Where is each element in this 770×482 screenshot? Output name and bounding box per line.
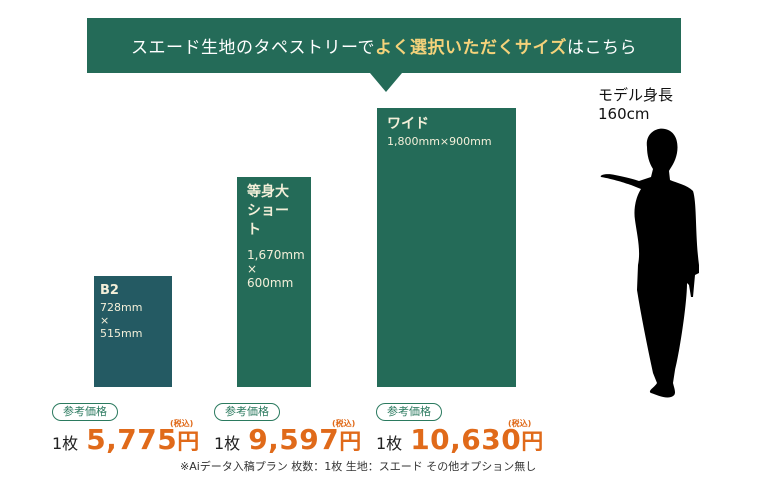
tax-included: (税込) [508,419,532,428]
size-dim-1: 728mm [100,301,143,314]
price-qty: 1枚 [52,434,79,453]
pricing-footnote: ※Aiデータ入稿プラン 枚数：1枚 生地：スエード その他オプション無し [180,460,537,473]
price-block-wide: 参考価格 1枚 10,630円 (税込) [376,400,543,456]
price-amount: 10,630 [410,423,522,456]
headline-banner: スエード生地のタペストリーで よく選択いただくサイズ はこちら [87,18,681,73]
model-height: 160cm [598,105,650,123]
size-name-1: 等身大 [247,184,289,200]
price-amount: 5,775 [86,423,178,456]
size-name: ワイド [387,116,429,132]
price-block-b2: 参考価格 1枚 5,775円 (税込) [52,400,199,456]
headline-text-before: スエード生地のタペストリーで [131,38,375,58]
size-dim: 1,800mm×900mm [387,135,492,148]
model-height-label: モデル身長 160cm [598,86,673,124]
price-yen: 円 [177,430,200,455]
tax-included: (税込) [170,419,194,428]
reference-price-badge: 参考価格 [214,403,280,421]
reference-price-badge: 参考価格 [52,403,118,421]
size-dim-1: 1,670mm [247,248,305,262]
size-dim-2: 600mm [247,276,294,290]
size-dim-2: 515mm [100,327,143,340]
size-box-b2: B2 728mm × 515mm [94,276,172,387]
size-name-2: ショート [247,203,289,238]
tax-included: (税込) [332,419,356,428]
size-box-lifesize-short: 等身大 ショート 1,670mm × 600mm [237,177,311,387]
price-amount: 9,597 [248,423,340,456]
model-label: モデル身長 [598,86,674,104]
price-yen: 円 [521,430,544,455]
size-dim-sep: × [247,262,258,276]
size-name: B2 [100,283,119,298]
headline-text-after: はこちら [566,38,637,58]
person-silhouette-icon [600,128,699,398]
price-yen: 円 [339,430,362,455]
banner-pointer [370,73,402,92]
headline-highlight: よく選択いただくサイズ [374,38,567,58]
size-box-wide: ワイド 1,800mm×900mm [377,108,516,387]
price-block-lifesize-short: 参考価格 1枚 9,597円 (税込) [214,400,361,456]
price-qty: 1枚 [214,434,241,453]
reference-price-badge: 参考価格 [376,403,442,421]
size-dim-sep: × [100,314,110,327]
price-qty: 1枚 [376,434,403,453]
